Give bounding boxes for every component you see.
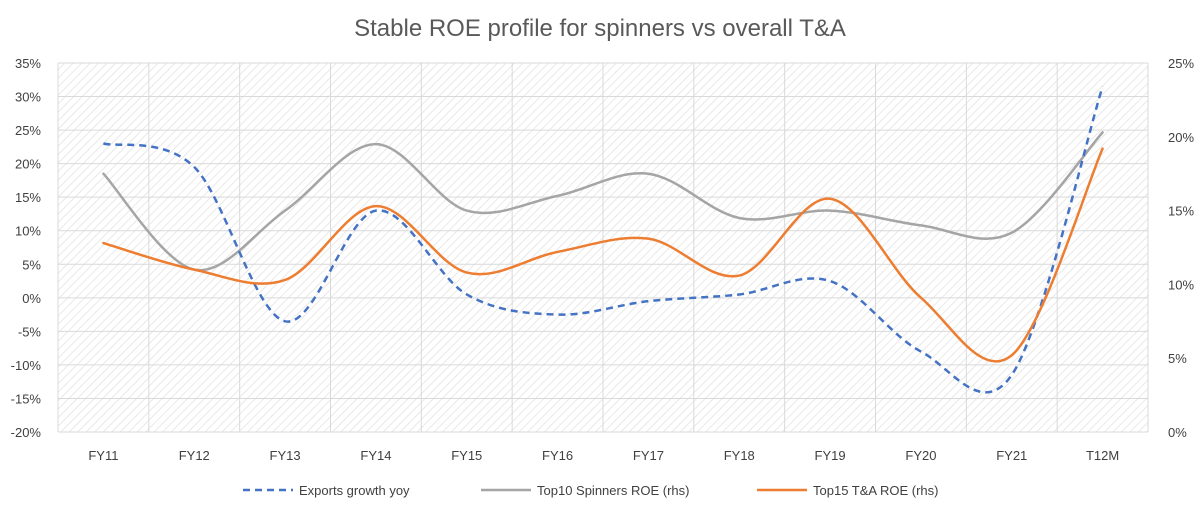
- series-lines: [102, 86, 1104, 394]
- x-axis-ticks: FY11 FY12 FY13 FY14 FY15 FY16 FY17 FY18 FY19 FY20…: [88, 448, 1119, 463]
- series-line-1: [102, 131, 1104, 272]
- series-line-0: [103, 86, 1104, 394]
- left-tick-label: -15%: [11, 391, 42, 406]
- x-tick-label: FY12: [179, 448, 210, 463]
- right-tick-label: 10%: [1168, 277, 1194, 292]
- right-tick-label: 0%: [1168, 425, 1187, 440]
- left-tick-label: 35%: [15, 56, 41, 71]
- right-axis-ticks: 0% 5% 10% 15% 20% 25%: [1168, 56, 1194, 440]
- x-tick-label: FY17: [633, 448, 664, 463]
- x-tick-label: T12M: [1086, 448, 1119, 463]
- left-tick-label: 30%: [15, 90, 41, 105]
- left-tick-label: -5%: [18, 324, 42, 339]
- x-tick-label: FY14: [360, 448, 391, 463]
- left-tick-label: 20%: [15, 157, 41, 172]
- left-tick-label: 15%: [15, 190, 41, 205]
- x-tick-label: FY13: [270, 448, 301, 463]
- x-tick-label: FY15: [451, 448, 482, 463]
- right-tick-label: 25%: [1168, 56, 1194, 71]
- x-tick-label: FY21: [996, 448, 1027, 463]
- legend-label: Top10 Spinners ROE (rhs): [537, 483, 689, 498]
- x-tick-label: FY11: [88, 448, 118, 463]
- right-tick-label: 5%: [1168, 351, 1187, 366]
- legend-label: Exports growth yoy: [299, 483, 410, 498]
- left-tick-label: -10%: [11, 358, 42, 373]
- left-tick-label: -20%: [11, 425, 42, 440]
- left-tick-label: 5%: [22, 257, 41, 272]
- legend: Exports growth yoy Top10 Spinners ROE (rh…: [243, 483, 938, 498]
- left-axis-ticks: -20% -15% -10% -5% 0% 5% 10% 15% 20% 25% 30% 35%: [11, 56, 42, 440]
- x-tick-label: FY16: [542, 448, 573, 463]
- x-tick-label: FY18: [724, 448, 755, 463]
- x-tick-label: FY19: [815, 448, 846, 463]
- left-tick-label: 0%: [22, 291, 41, 306]
- chart-title: Stable ROE profile for spinners vs overa…: [354, 15, 846, 42]
- left-tick-label: 25%: [15, 123, 41, 138]
- series-line-2: [102, 147, 1104, 363]
- gridlines: [57, 62, 1149, 433]
- left-tick-label: 10%: [15, 224, 41, 239]
- x-tick-label: FY20: [905, 448, 936, 463]
- right-tick-label: 15%: [1168, 204, 1194, 219]
- right-tick-label: 20%: [1168, 130, 1194, 145]
- legend-label: Top15 T&A ROE (rhs): [813, 483, 938, 498]
